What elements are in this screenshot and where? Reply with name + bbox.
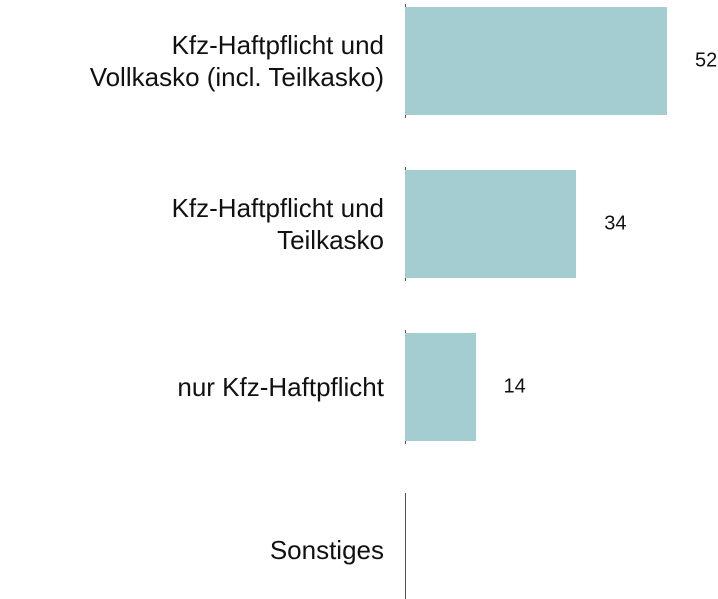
bar bbox=[405, 7, 667, 115]
value-label: 34 bbox=[604, 212, 627, 235]
value-label: 14 bbox=[503, 375, 526, 398]
category-label: nur Kfz-Haftpflicht bbox=[177, 372, 384, 402]
category-label: Kfz-Haftpflicht und Teilkasko bbox=[171, 193, 384, 255]
value-label: 52 bbox=[695, 49, 718, 72]
category-label: Sonstiges bbox=[269, 535, 384, 565]
bar bbox=[405, 170, 577, 278]
category-label: Kfz-Haftpflicht und Vollkasko (incl. Tei… bbox=[89, 30, 384, 92]
axis-line bbox=[405, 493, 406, 599]
bar bbox=[405, 333, 476, 441]
